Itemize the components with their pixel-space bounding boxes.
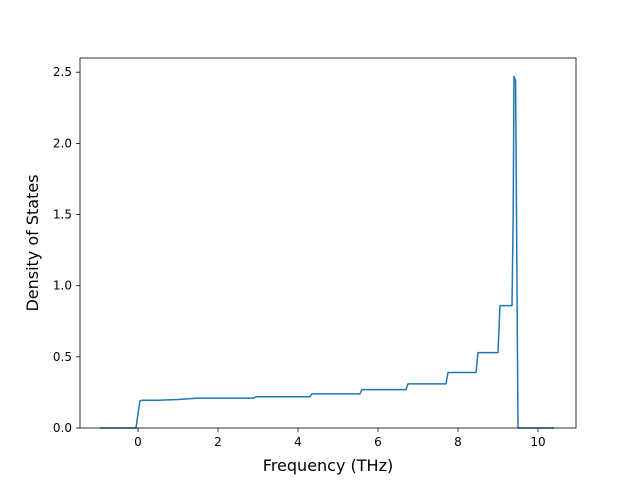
plot-area xyxy=(80,58,576,428)
x-tick-label: 0 xyxy=(134,435,142,449)
y-tick-label: 2.0 xyxy=(53,136,72,150)
y-tick-label: 0.5 xyxy=(53,350,72,364)
y-tick-label: 1.5 xyxy=(53,208,72,222)
y-tick-label: 0.0 xyxy=(53,421,72,435)
x-tick-label: 6 xyxy=(374,435,382,449)
dos-series-line xyxy=(100,75,554,429)
x-axis-ticks: 0 2 4 6 8 10 xyxy=(134,428,546,449)
y-tick-label: 1.0 xyxy=(53,279,72,293)
x-tick-label: 4 xyxy=(294,435,302,449)
x-axis-label: Frequency (THz) xyxy=(263,456,393,475)
plot-frame xyxy=(79,57,577,429)
x-tick-label: 2 xyxy=(214,435,222,449)
y-tick-label: 2.5 xyxy=(53,65,72,79)
x-tick-label: 8 xyxy=(454,435,462,449)
y-axis-ticks: 0.0 0.5 1.0 1.5 2.0 2.5 xyxy=(53,65,80,435)
x-tick-label: 10 xyxy=(530,435,545,449)
y-axis-label: Density of States xyxy=(23,174,42,311)
